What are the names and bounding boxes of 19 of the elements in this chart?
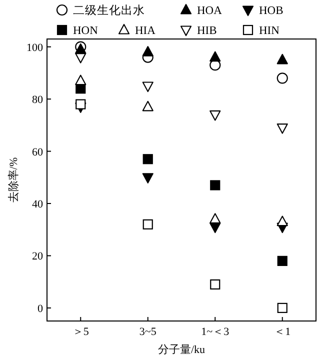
y-tick-label: 20 [32, 250, 44, 263]
legend-label: HOA [197, 5, 223, 17]
legend-label: 二级生化出水 [73, 4, 145, 17]
x-tick-label: 3~5 [139, 326, 157, 338]
x-tick-label: ＜1 [274, 326, 291, 338]
legend-label: HOB [259, 5, 284, 17]
x-axis-title: 分子量/ku [158, 344, 206, 356]
y-tick-label: 100 [26, 42, 44, 54]
y-tick-label: 80 [32, 94, 44, 106]
x-tick-label: ＞5 [72, 326, 90, 338]
legend-label: HIA [135, 25, 156, 37]
legend-label: HIN [259, 25, 280, 37]
y-axis-title: 去除率/% [7, 157, 20, 203]
legend-label: HON [73, 25, 99, 37]
x-tick-label: 1~＜3 [201, 326, 230, 338]
y-tick-label: 60 [32, 146, 44, 158]
legend-label: HIB [197, 25, 218, 37]
y-tick-label: 40 [32, 198, 44, 210]
y-tick-label: 0 [38, 302, 44, 315]
